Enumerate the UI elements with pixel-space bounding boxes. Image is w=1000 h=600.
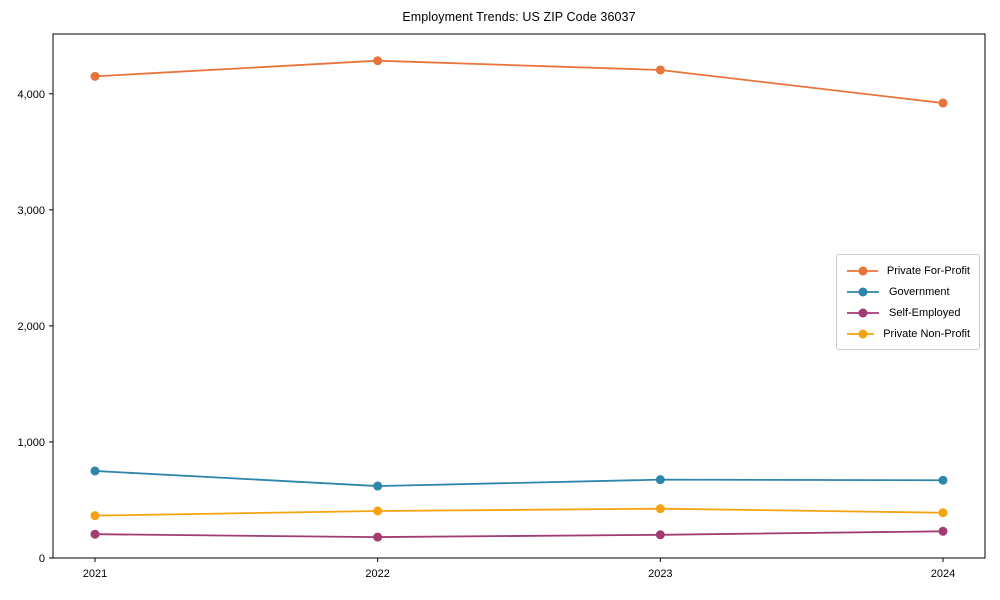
legend-box: Private For-Profit Government Self-Employe…	[836, 254, 980, 350]
plot-frame	[52, 33, 986, 559]
legend-label: Private For-Profit	[886, 264, 970, 277]
legend-item-self-employed: Self-Employed	[846, 304, 970, 321]
data-point-government-2023	[655, 475, 665, 485]
series-line-private-non-profit	[94, 507, 944, 517]
x-tick-label: 2024	[931, 568, 955, 580]
series-line-government	[94, 470, 944, 487]
legend-marker-government	[847, 287, 879, 296]
data-point-private-non-profit-2024	[938, 508, 948, 518]
data-point-private-non-profit-2022	[373, 506, 383, 516]
y-tick-label: 1,000	[17, 437, 45, 449]
x-tick-label: 2021	[83, 568, 107, 580]
legend-item-government: Government	[846, 283, 970, 300]
series-line-private-for-profit	[94, 59, 944, 104]
data-point-private-non-profit-2023	[655, 504, 665, 514]
legend-label: Self-Employed	[889, 306, 961, 319]
y-tick-label: 2,000	[17, 321, 45, 333]
x-tick-label: 2023	[648, 568, 672, 580]
legend-dot	[858, 287, 868, 296]
chart-title: Employment Trends: US ZIP Code 36037	[402, 10, 636, 24]
legend-dot	[858, 329, 868, 338]
data-point-private-for-profit-2021	[90, 71, 100, 81]
legend-marker-private-non-profit	[847, 329, 875, 338]
data-point-government-2021	[90, 466, 100, 476]
legend-dot	[858, 266, 868, 275]
legend-marker-private-for-profit	[847, 266, 878, 275]
data-point-self-employed-2021	[90, 529, 100, 539]
legend-label: Private Non-Profit	[883, 327, 970, 340]
data-point-private-non-profit-2021	[90, 511, 100, 521]
legend-dot	[858, 308, 868, 317]
data-point-self-employed-2024	[938, 526, 948, 536]
legend-item-private-for-profit: Private For-Profit	[846, 262, 970, 279]
legend-item-private-non-profit: Private Non-Profit	[846, 325, 970, 342]
series-line-self-employed	[94, 530, 944, 539]
y-tick-label: 0	[39, 553, 45, 565]
legend-marker-self-employed	[847, 308, 879, 317]
legend-label: Government	[889, 285, 950, 298]
data-point-private-for-profit-2023	[655, 65, 665, 75]
data-point-self-employed-2022	[373, 532, 383, 542]
data-point-government-2022	[373, 481, 383, 491]
data-point-private-for-profit-2024	[938, 98, 948, 108]
data-point-private-for-profit-2022	[373, 56, 383, 66]
data-point-self-employed-2023	[655, 530, 665, 540]
y-tick-label: 3,000	[17, 205, 45, 217]
y-tick-label: 4,000	[17, 89, 45, 101]
x-tick-label: 2022	[365, 568, 389, 580]
data-point-government-2024	[938, 475, 948, 485]
